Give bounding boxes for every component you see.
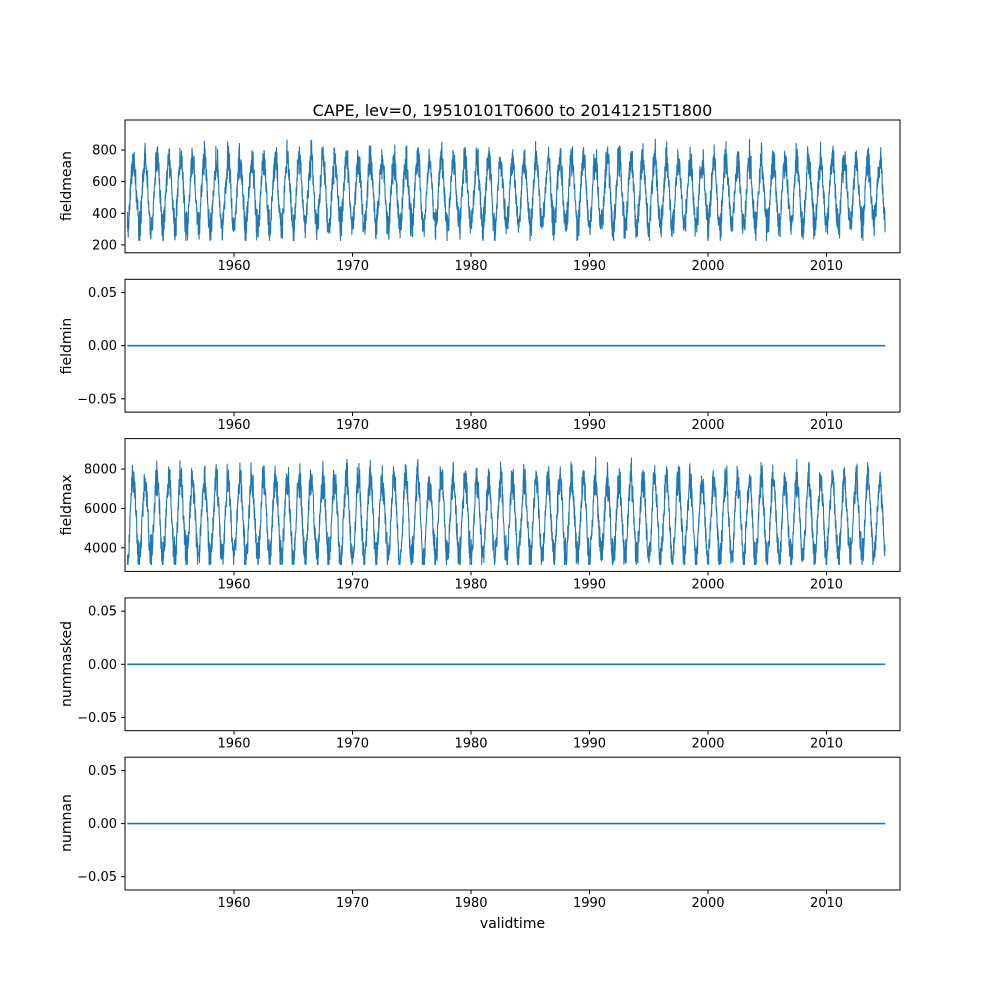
fieldmin-x-tick-label: 1990 <box>573 418 606 433</box>
nummasked-y-tick-label: −0.05 <box>77 711 117 726</box>
fieldmax-y-tick-label: 8000 <box>84 463 117 478</box>
numnan-y-tick-label: −0.05 <box>77 870 117 885</box>
fieldmax-x-tick-label: 1960 <box>217 577 250 592</box>
fieldmean-x-tick-label: 2000 <box>691 259 724 274</box>
nummasked-y-tick-label: 0.05 <box>88 605 117 620</box>
fieldmean-x-tick-label: 2010 <box>810 259 843 274</box>
fieldmax-x-tick-label: 1980 <box>454 577 487 592</box>
fieldmin-x-tick-label: 2010 <box>810 418 843 433</box>
numnan-x-tick-label: 2000 <box>691 896 724 911</box>
fieldmean-axes-frame <box>124 119 901 254</box>
numnan-y-tick-label: 0.00 <box>88 817 117 832</box>
fieldmin-x-tick-label: 1960 <box>217 418 250 433</box>
chart-title: CAPE, lev=0, 19510101T0600 to 20141215T1… <box>312 101 713 120</box>
numnan-x-tick-label: 1960 <box>217 896 250 911</box>
numnan-y-tick-label: 0.05 <box>88 764 117 779</box>
fieldmax-x-tick-label: 1990 <box>573 577 606 592</box>
nummasked-x-tick-label: 1980 <box>454 737 487 752</box>
numnan-x-tick-label: 2010 <box>810 896 843 911</box>
fieldmin-x-tick-label: 1970 <box>336 418 369 433</box>
fieldmax-y-tick-label: 4000 <box>84 541 117 556</box>
fieldmax-y-tick-label: 6000 <box>84 502 117 517</box>
nummasked-x-tick-label: 2010 <box>810 737 843 752</box>
nummasked-x-tick-label: 1960 <box>217 737 250 752</box>
fieldmean-y-tick-label: 200 <box>92 238 117 253</box>
fieldmean-y-tick-label: 800 <box>92 144 117 159</box>
nummasked-x-tick-label: 1990 <box>573 737 606 752</box>
fieldmax-line <box>126 456 886 566</box>
numnan-x-tick-label: 1970 <box>336 896 369 911</box>
fieldmean-line <box>126 138 886 242</box>
nummasked-x-tick-label: 2000 <box>691 737 724 752</box>
fieldmax-x-tick-label: 1970 <box>336 577 369 592</box>
xlabel: validtime <box>479 916 546 932</box>
fieldmin-y-tick-label: 0.05 <box>88 286 117 301</box>
fieldmean-x-tick-label: 1980 <box>454 259 487 274</box>
fieldmean-x-tick-label: 1990 <box>573 259 606 274</box>
numnan-x-tick-label: 1980 <box>454 896 487 911</box>
nummasked-y-tick-label: 0.00 <box>88 658 117 673</box>
fieldmin-x-tick-label: 2000 <box>691 418 724 433</box>
fieldmean-x-tick-label: 1970 <box>336 259 369 274</box>
fieldmin-y-tick-label: 0.00 <box>88 339 117 354</box>
numnan-x-tick-label: 1990 <box>573 896 606 911</box>
fieldmax-x-tick-label: 2000 <box>691 577 724 592</box>
fieldmax-axes-frame <box>124 438 901 572</box>
fieldmin-x-tick-label: 1980 <box>454 418 487 433</box>
nummasked-x-tick-label: 1970 <box>336 737 369 752</box>
fieldmean-y-tick-label: 600 <box>92 175 117 190</box>
fieldmax-x-tick-label: 2010 <box>810 577 843 592</box>
fieldmean-y-tick-label: 400 <box>92 207 117 222</box>
fieldmin-y-tick-label: −0.05 <box>77 392 117 407</box>
fieldmean-x-tick-label: 1960 <box>217 259 250 274</box>
